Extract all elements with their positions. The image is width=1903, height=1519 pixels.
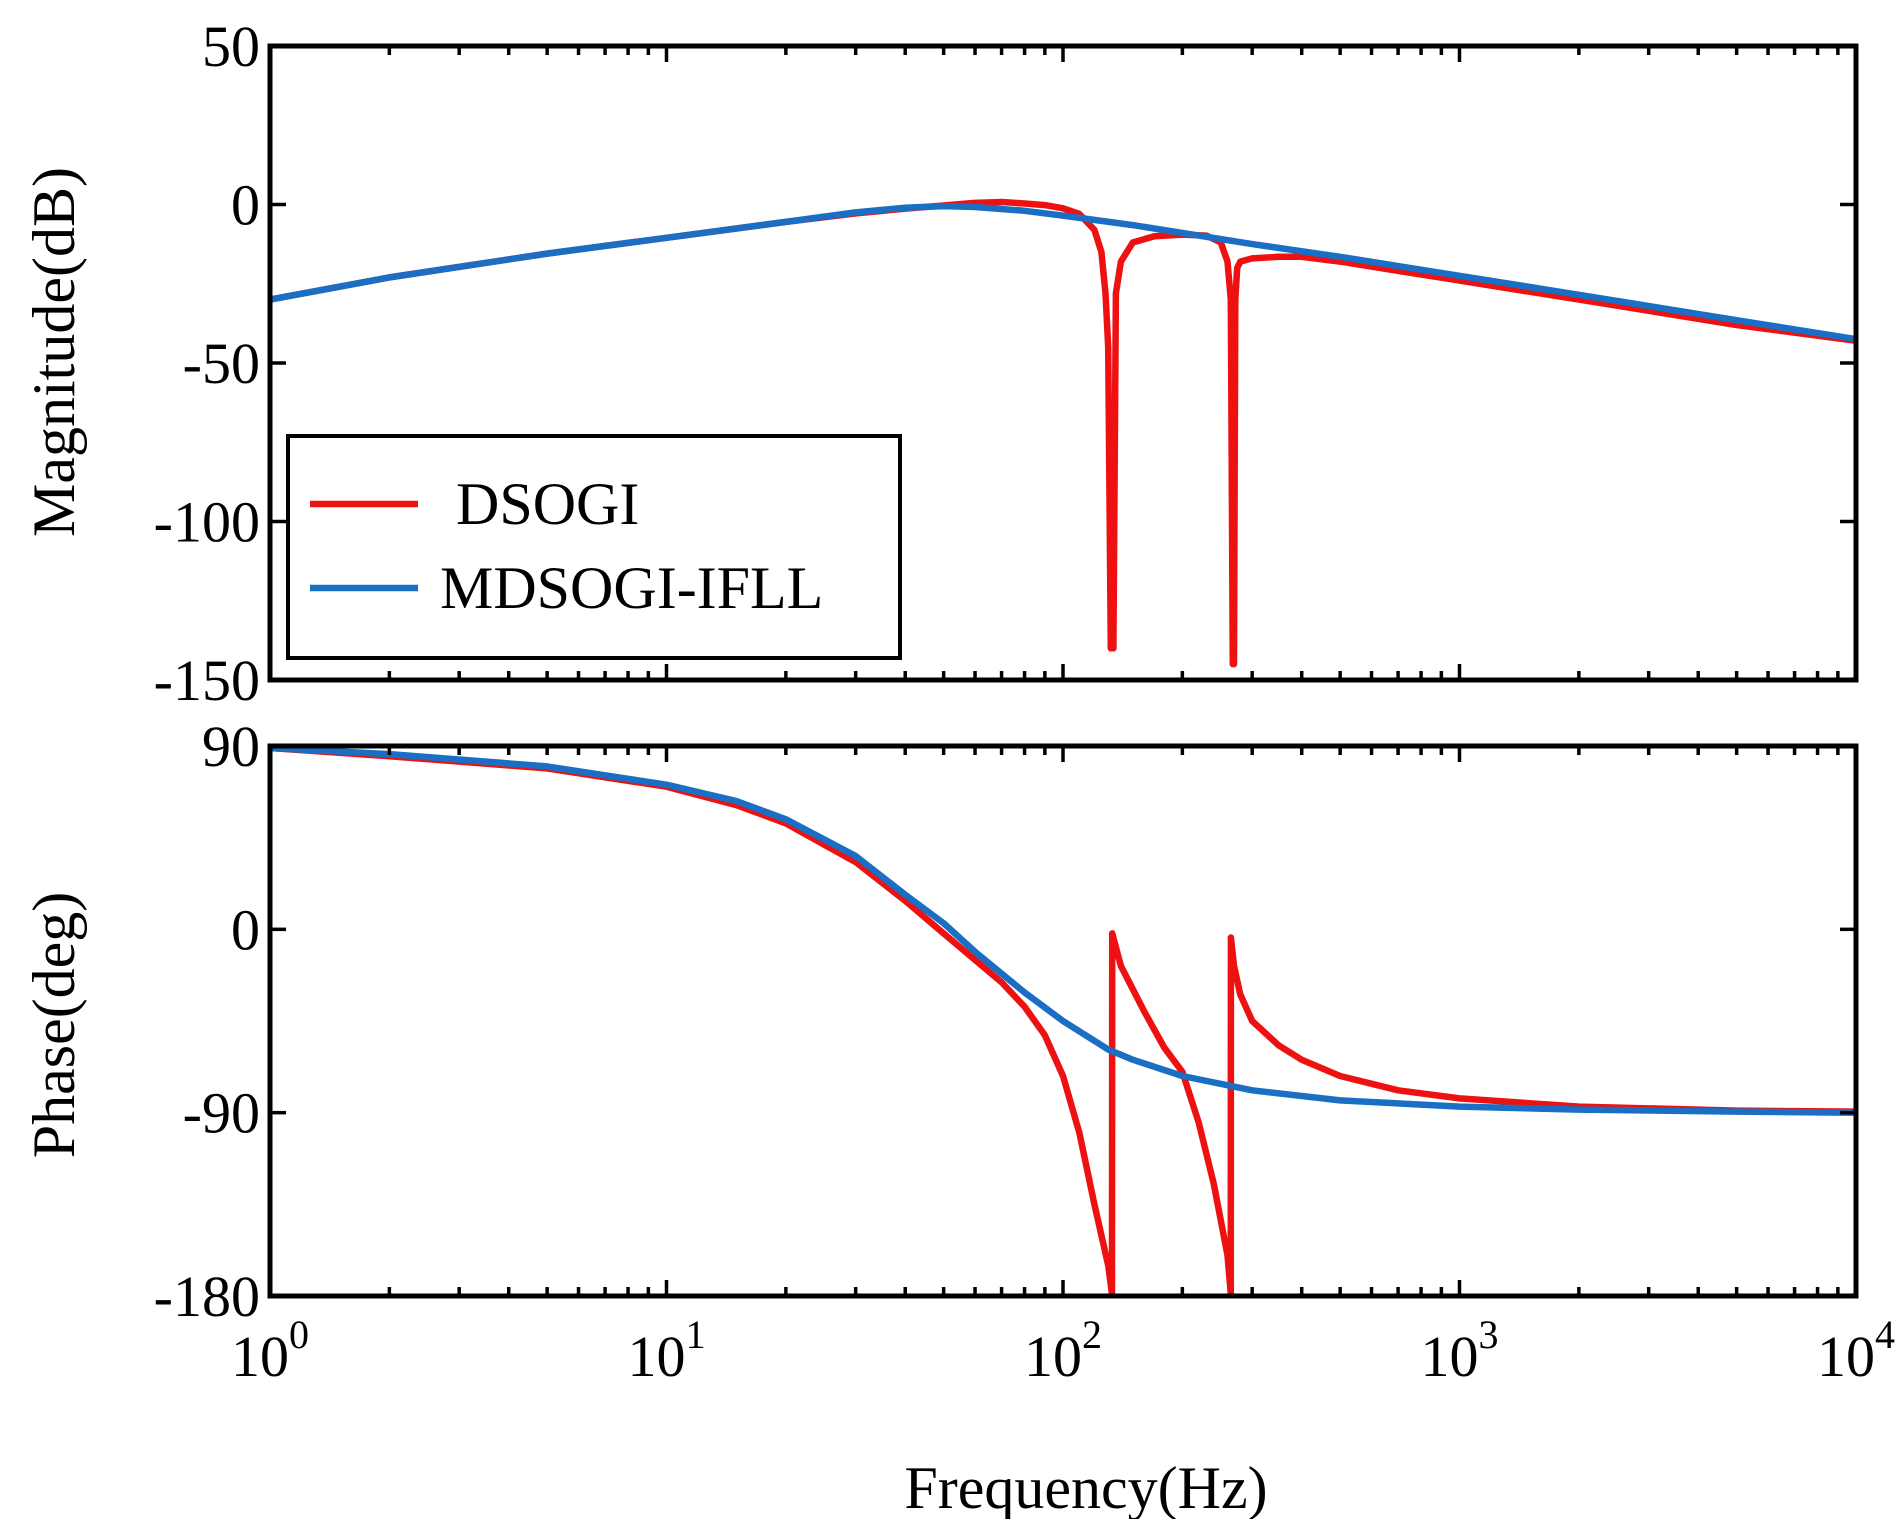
y-tick-label: 0	[231, 897, 260, 962]
x-tick-label: 100	[231, 1312, 309, 1389]
x-tick-label: 104	[1817, 1312, 1895, 1389]
legend-label-dsogi: DSOGI	[456, 471, 639, 537]
series-line-dsogi-phase	[270, 746, 1856, 1296]
y-tick-label: 90	[202, 714, 260, 779]
y-tick-label: 50	[202, 14, 260, 79]
magnitude-panel: 50 0 -50 -100 -150 DSOGI MDSOGI-IFLL	[154, 14, 1859, 713]
legend: DSOGI MDSOGI-IFLL	[286, 434, 902, 660]
legend-label-mdsogi-ifll: MDSOGI-IFLL	[440, 555, 823, 621]
y-tick-label: -90	[183, 1081, 260, 1146]
x-tick-label: 101	[628, 1312, 706, 1389]
y-tick-label: 0	[231, 173, 260, 238]
frequency-axis-title: Frequency(Hz)	[904, 1455, 1267, 1519]
magnitude-axis-title: Magnitude(dB)	[21, 167, 87, 537]
x-tick-label: 103	[1421, 1312, 1499, 1389]
series-line-mdsogi-ifll-phase	[270, 746, 1856, 1116]
y-tick-label: -180	[154, 1264, 260, 1329]
legend-box	[286, 434, 902, 660]
y-tick-label: -150	[154, 648, 260, 713]
y-tick-label: -100	[154, 490, 260, 555]
y-tick-label: -50	[183, 331, 260, 396]
x-tick-label: 102	[1024, 1312, 1102, 1389]
series-line-mdsogi-ifll-magnitude	[270, 202, 1856, 343]
phase-axis-title: Phase(deg)	[21, 892, 87, 1159]
